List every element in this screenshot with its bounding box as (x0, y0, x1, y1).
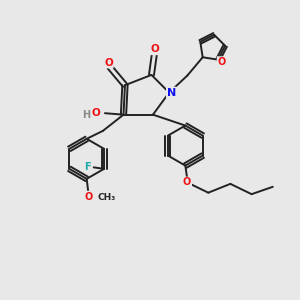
Text: O: O (92, 108, 100, 118)
Text: O: O (183, 177, 191, 188)
Text: O: O (150, 44, 159, 54)
Text: F: F (85, 162, 91, 172)
Text: O: O (104, 58, 113, 68)
Text: CH₃: CH₃ (98, 193, 116, 202)
Text: N: N (167, 88, 176, 98)
Text: O: O (84, 191, 92, 202)
Text: H: H (82, 110, 90, 120)
Text: O: O (218, 57, 226, 67)
